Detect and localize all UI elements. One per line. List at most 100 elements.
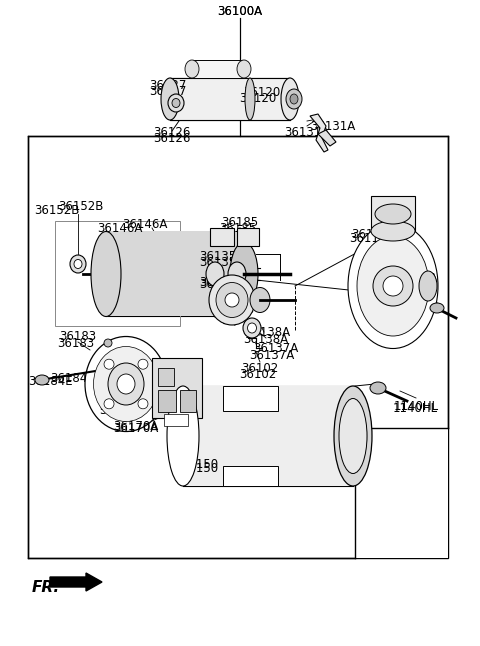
Bar <box>223 386 278 411</box>
Ellipse shape <box>334 386 372 486</box>
Ellipse shape <box>243 318 261 338</box>
Ellipse shape <box>339 399 367 474</box>
Bar <box>158 368 174 386</box>
Text: 36170A: 36170A <box>113 421 158 435</box>
Circle shape <box>104 359 114 370</box>
Polygon shape <box>310 114 328 152</box>
Ellipse shape <box>74 260 82 269</box>
Text: 36131A: 36131A <box>310 120 355 132</box>
Ellipse shape <box>371 221 415 241</box>
Ellipse shape <box>357 236 429 336</box>
Ellipse shape <box>35 375 49 385</box>
Ellipse shape <box>245 78 255 120</box>
Text: FR.: FR. <box>32 581 60 596</box>
Text: 36185: 36185 <box>219 222 257 234</box>
Ellipse shape <box>161 78 179 120</box>
Text: 36110: 36110 <box>349 231 386 244</box>
Bar <box>28 136 448 558</box>
Text: 36150: 36150 <box>181 461 218 475</box>
Ellipse shape <box>168 94 184 112</box>
Text: 36131A: 36131A <box>284 125 330 138</box>
Text: 36137A: 36137A <box>253 342 299 355</box>
Bar <box>371 196 415 231</box>
Text: 36117A: 36117A <box>392 271 438 284</box>
Ellipse shape <box>383 276 403 296</box>
Text: 36183: 36183 <box>58 337 95 349</box>
Text: 36102: 36102 <box>241 362 278 375</box>
Text: 36170: 36170 <box>99 404 137 417</box>
Ellipse shape <box>108 363 144 405</box>
Ellipse shape <box>286 89 302 109</box>
Ellipse shape <box>104 339 112 347</box>
FancyArrow shape <box>50 573 102 591</box>
Text: 36138A: 36138A <box>243 333 288 346</box>
Ellipse shape <box>250 287 270 313</box>
Text: 36126: 36126 <box>153 132 191 145</box>
Ellipse shape <box>85 337 167 432</box>
Text: 1140HL: 1140HL <box>394 399 439 413</box>
Bar <box>192 60 244 78</box>
Text: 36135A: 36135A <box>199 249 245 262</box>
Bar <box>170 78 290 120</box>
Bar <box>223 466 278 486</box>
Ellipse shape <box>185 60 199 78</box>
Text: 36100A: 36100A <box>217 5 263 17</box>
Text: 36135A: 36135A <box>199 256 245 269</box>
Ellipse shape <box>230 242 258 306</box>
Bar <box>106 231 245 316</box>
Text: 36150: 36150 <box>181 457 218 470</box>
Bar <box>55 221 180 326</box>
Ellipse shape <box>228 262 246 286</box>
Ellipse shape <box>430 303 444 313</box>
Ellipse shape <box>209 275 255 325</box>
Ellipse shape <box>290 94 298 104</box>
Ellipse shape <box>94 346 158 421</box>
Text: 36184E: 36184E <box>50 371 95 384</box>
Ellipse shape <box>348 224 438 348</box>
Text: 36152B: 36152B <box>58 200 103 213</box>
Text: 36120: 36120 <box>240 92 276 105</box>
Text: 36146A: 36146A <box>97 222 143 234</box>
Ellipse shape <box>281 78 299 120</box>
Ellipse shape <box>225 293 239 307</box>
Ellipse shape <box>248 323 256 333</box>
Ellipse shape <box>70 255 86 273</box>
Circle shape <box>138 399 148 409</box>
Text: 36120: 36120 <box>243 85 281 98</box>
Ellipse shape <box>375 204 411 224</box>
Text: 36145: 36145 <box>199 275 237 289</box>
Bar <box>180 390 196 412</box>
Bar <box>237 228 259 246</box>
Text: 36137A: 36137A <box>250 348 295 362</box>
Bar <box>210 228 234 246</box>
Bar <box>183 386 353 486</box>
Ellipse shape <box>373 266 413 306</box>
Text: 36170A: 36170A <box>113 419 158 433</box>
Text: 36185: 36185 <box>221 216 259 229</box>
Text: 36183: 36183 <box>60 329 96 342</box>
Ellipse shape <box>167 386 199 486</box>
Text: 36145: 36145 <box>199 278 237 291</box>
Circle shape <box>104 399 114 409</box>
Text: 36126: 36126 <box>153 125 191 138</box>
Text: 36146A: 36146A <box>122 218 168 231</box>
Bar <box>152 358 202 418</box>
Text: 36110: 36110 <box>351 227 389 240</box>
Text: 36102: 36102 <box>240 368 276 380</box>
Ellipse shape <box>419 271 437 301</box>
Bar <box>355 428 448 558</box>
Circle shape <box>138 359 148 370</box>
Ellipse shape <box>117 374 135 394</box>
Polygon shape <box>318 130 336 146</box>
Text: 36152B: 36152B <box>34 203 80 216</box>
Text: 36138A: 36138A <box>245 326 290 339</box>
Bar <box>158 390 176 412</box>
Text: 36127: 36127 <box>149 79 187 92</box>
Text: 36184E: 36184E <box>28 375 72 388</box>
Text: 36127: 36127 <box>149 85 187 98</box>
Text: 36170: 36170 <box>99 399 137 413</box>
Ellipse shape <box>172 98 180 107</box>
Bar <box>164 414 188 426</box>
Ellipse shape <box>216 282 248 317</box>
Ellipse shape <box>206 262 224 286</box>
